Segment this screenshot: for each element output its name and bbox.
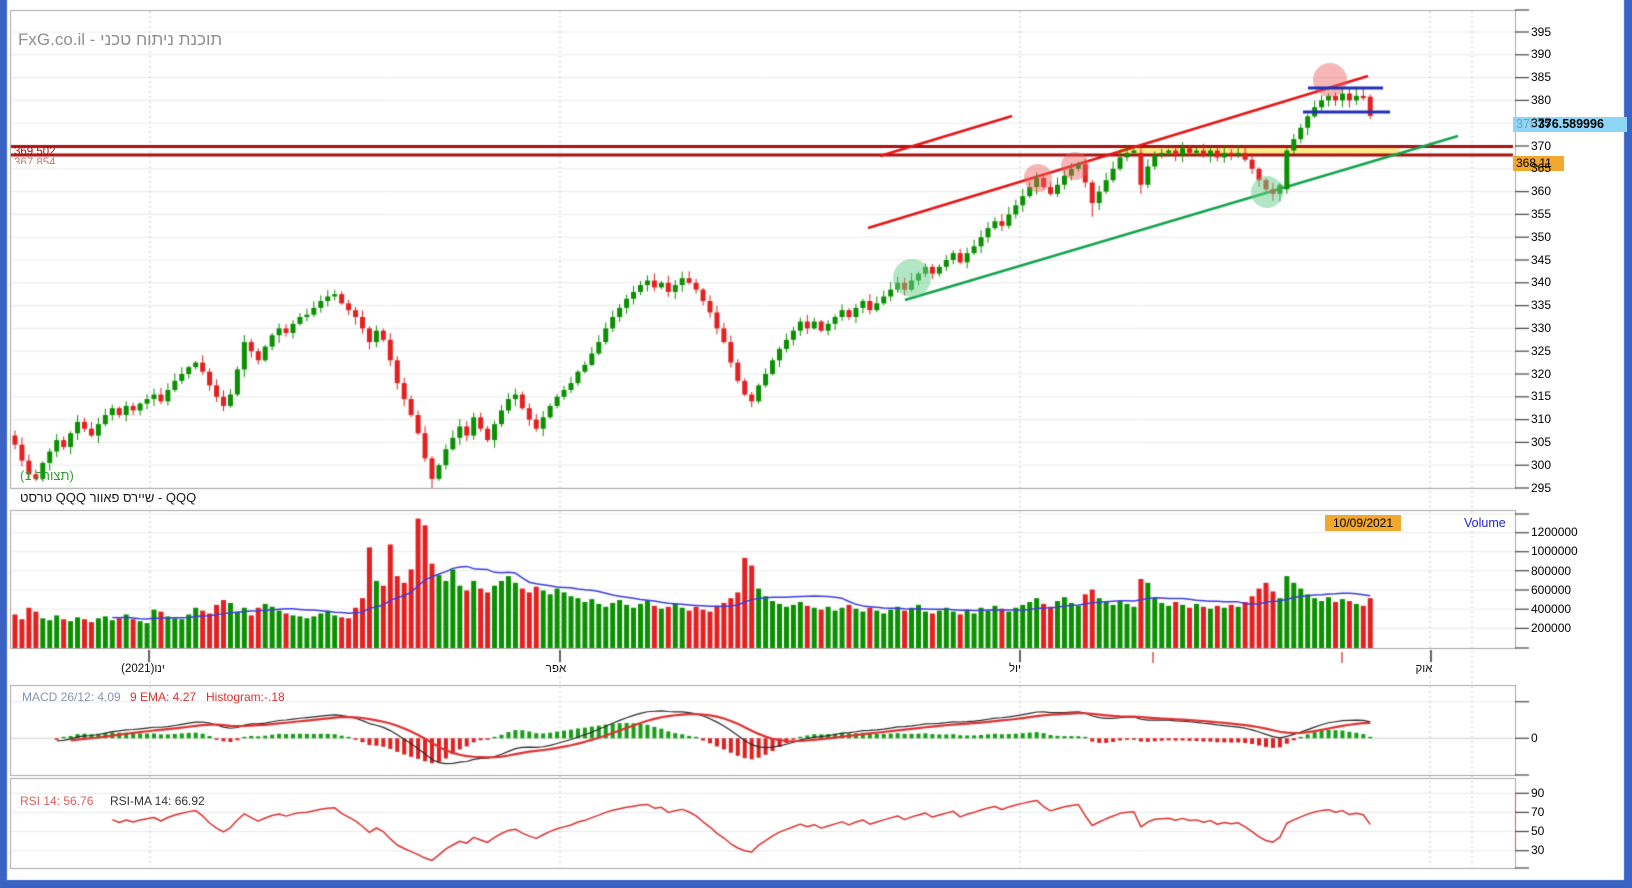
volume-panel[interactable]	[10, 510, 1515, 648]
price-tick-label: 345	[1531, 252, 1552, 267]
current-price-tag: 375376.589996	[1513, 117, 1627, 132]
price-tick-label: 380	[1531, 92, 1552, 107]
alert-price-tag[interactable]: 368.11	[1513, 156, 1564, 171]
price-tick-label: 335	[1531, 298, 1552, 313]
price-tick-label: 360	[1531, 184, 1552, 199]
volume-axis-title: Volume	[1464, 516, 1506, 530]
volume-tick-label: 1200000	[1531, 525, 1578, 540]
price-tick-label: 330	[1531, 320, 1552, 335]
price-tick-label: 375	[1531, 115, 1552, 130]
price-tick-label: 325	[1531, 343, 1552, 358]
month-label: ינו(2021)	[121, 663, 165, 675]
current-price-value: 376.589996	[1537, 117, 1604, 131]
rsi-tick-label: 90	[1531, 785, 1545, 800]
rsi-tick-label: 30	[1531, 843, 1545, 858]
price-tick-label: 355	[1531, 206, 1552, 221]
volume-tick-label: 1000000	[1531, 544, 1578, 559]
app-title: FxG.co.il - תוכנת ניתוח טכני	[18, 30, 223, 49]
rsi-tick-label: 70	[1531, 804, 1545, 819]
price-tick-label: 350	[1531, 229, 1552, 244]
date-tag: 10/09/2021	[1325, 515, 1401, 531]
configuration-label: (תצורה 1)	[20, 468, 74, 483]
support-line-label: 369.502	[14, 146, 56, 158]
price-tick-label: 310	[1531, 412, 1552, 427]
rsi-ma-value-label: RSI-MA 14: 66.92	[110, 794, 205, 808]
price-tick-label: 385	[1531, 70, 1552, 85]
price-tick-label: 390	[1531, 47, 1552, 62]
macd-zero-label: 0	[1531, 730, 1538, 745]
month-label: אוק	[1415, 663, 1433, 675]
price-tick-label: 370	[1531, 138, 1552, 153]
macd-signal-label: 9 EMA: 4.27	[130, 690, 197, 704]
price-tick-label: 295	[1531, 480, 1552, 495]
month-label: אפר	[545, 663, 567, 675]
price-tick-label: 320	[1531, 366, 1552, 381]
support-line-label-2: 367.854	[14, 157, 56, 164]
symbol-title: טרסט QQQ שיירס פאוור - QQQ	[20, 490, 197, 505]
volume-tick-label: 400000	[1531, 601, 1572, 616]
price-panel[interactable]	[10, 10, 1515, 488]
rsi-panel[interactable]	[10, 778, 1515, 868]
volume-tick-label: 200000	[1531, 621, 1572, 636]
price-tick-label: 305	[1531, 434, 1552, 449]
month-label: יול	[1008, 663, 1022, 675]
price-tick-label: 340	[1531, 275, 1552, 290]
price-tick-label: 365	[1531, 161, 1552, 176]
price-tick-label: 300	[1531, 457, 1552, 472]
volume-tick-label: 600000	[1531, 582, 1572, 597]
macd-value-label: MACD 26/12: 4.09	[22, 690, 121, 704]
macd-histogram-label: Histogram:-.18	[206, 690, 285, 704]
price-tick-label: 315	[1531, 389, 1552, 404]
price-tick-label: 395	[1531, 24, 1552, 39]
rsi-tick-label: 50	[1531, 824, 1545, 839]
volume-tick-label: 800000	[1531, 563, 1572, 578]
axis-label-under-tag: 375	[1516, 117, 1537, 131]
rsi-value-label: RSI 14: 56.76	[20, 794, 94, 808]
